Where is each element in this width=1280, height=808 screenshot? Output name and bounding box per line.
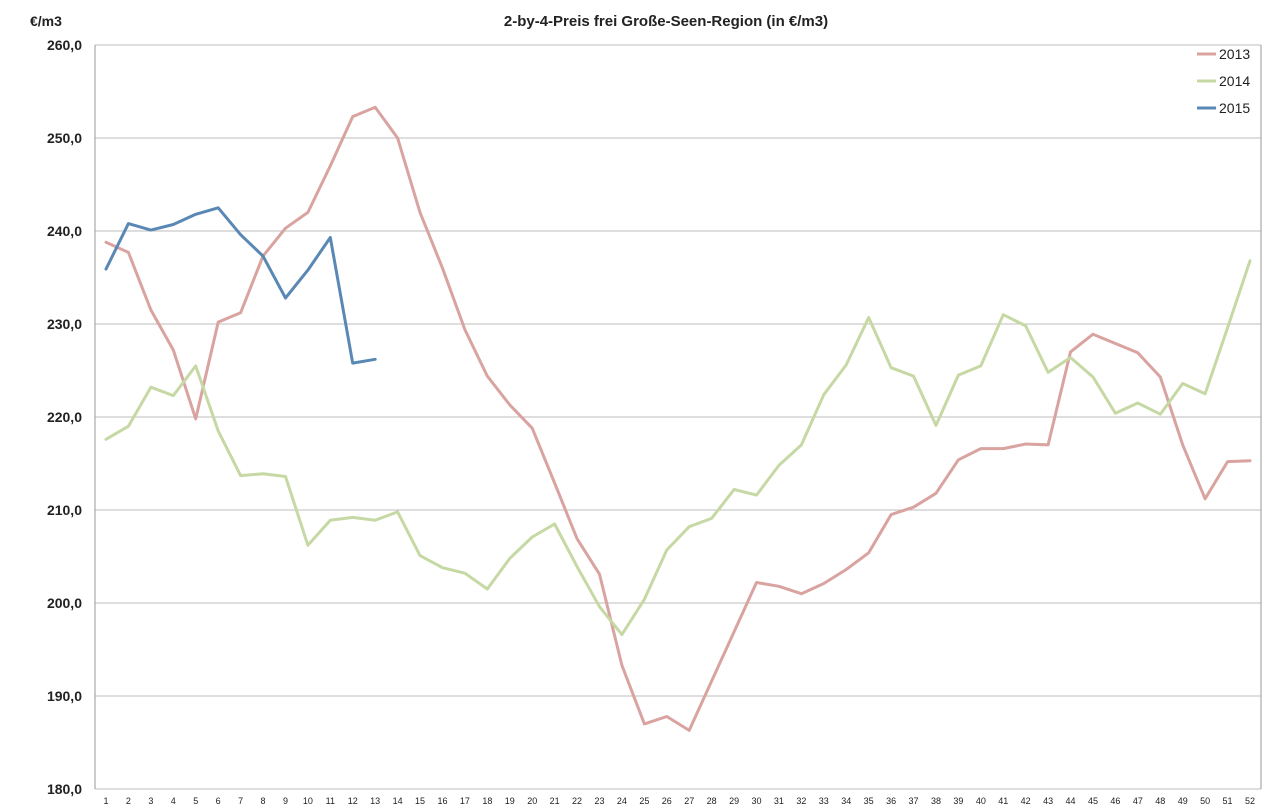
x-tick-label: 14 <box>393 796 403 806</box>
x-tick-label: 30 <box>752 796 762 806</box>
x-tick-label: 7 <box>238 796 243 806</box>
x-tick-label: 19 <box>505 796 515 806</box>
x-tick-label: 11 <box>326 796 335 806</box>
x-tick-label: 8 <box>261 796 266 806</box>
x-tick-label: 28 <box>707 796 717 806</box>
x-tick-label: 23 <box>594 796 604 806</box>
x-tick-label: 16 <box>437 796 447 806</box>
legend-label-2014: 2014 <box>1219 73 1250 89</box>
y-axis-ticks: 180,0 190,0 200,0 210,0 220,0 230,0 240,0 250,0… <box>47 37 82 797</box>
y-tick-label: 180,0 <box>47 781 82 797</box>
x-tick-label: 35 <box>864 796 874 806</box>
y-tick-label: 240,0 <box>47 223 82 239</box>
legend: 2013 2014 2015 <box>1197 46 1250 116</box>
x-tick-label: 46 <box>1110 796 1120 806</box>
x-tick-label: 39 <box>953 796 963 806</box>
x-tick-label: 29 <box>729 796 739 806</box>
x-tick-label: 25 <box>639 796 649 806</box>
x-tick-label: 18 <box>482 796 492 806</box>
y-tick-label: 190,0 <box>47 688 82 704</box>
y-tick-label: 260,0 <box>47 37 82 53</box>
x-tick-label: 51 <box>1223 796 1233 806</box>
x-tick-label: 43 <box>1043 796 1053 806</box>
x-tick-label: 10 <box>303 796 313 806</box>
x-tick-label: 4 <box>171 796 176 806</box>
x-tick-label: 13 <box>370 796 380 806</box>
gridlines <box>94 44 1262 790</box>
x-tick-label: 50 <box>1200 796 1210 806</box>
y-axis-unit-label: €/m3 <box>30 13 62 29</box>
series-line-2014 <box>104 259 1252 637</box>
legend-label-2013: 2013 <box>1219 46 1250 62</box>
x-tick-label: 38 <box>931 796 941 806</box>
x-tick-label: 49 <box>1178 796 1188 806</box>
x-tick-label: 3 <box>148 796 153 806</box>
x-tick-label: 42 <box>1021 796 1031 806</box>
x-tick-label: 40 <box>976 796 986 806</box>
x-tick-label: 21 <box>550 796 560 806</box>
series-lines <box>104 105 1252 732</box>
x-tick-label: 20 <box>527 796 537 806</box>
chart-title: 2-by-4-Preis frei Große-Seen-Region (in … <box>504 13 828 30</box>
x-tick-label: 12 <box>348 796 358 806</box>
y-tick-label: 250,0 <box>47 130 82 146</box>
x-tick-label: 32 <box>796 796 806 806</box>
x-tick-label: 33 <box>819 796 829 806</box>
x-tick-label: 34 <box>841 796 851 806</box>
x-tick-label: 26 <box>662 796 672 806</box>
x-tick-label: 22 <box>572 796 582 806</box>
x-tick-label: 47 <box>1133 796 1143 806</box>
y-tick-label: 220,0 <box>47 409 82 425</box>
x-tick-label: 52 <box>1245 796 1255 806</box>
y-tick-label: 200,0 <box>47 595 82 611</box>
x-axis-ticks: 1 2 3 4 5 6 7 8 9 10 11 12 13 14 15 16 17 18 19 20 21 22 23 24 2… <box>103 796 1255 806</box>
x-tick-label: 15 <box>415 796 425 806</box>
x-tick-label: 2 <box>126 796 131 806</box>
x-tick-label: 45 <box>1088 796 1098 806</box>
series-line-2015 <box>104 206 377 365</box>
y-tick-label: 210,0 <box>47 502 82 518</box>
x-tick-label: 37 <box>909 796 919 806</box>
x-tick-label: 9 <box>283 796 288 806</box>
x-tick-label: 5 <box>193 796 198 806</box>
x-tick-label: 31 <box>774 796 784 806</box>
x-tick-label: 24 <box>617 796 627 806</box>
x-tick-label: 36 <box>886 796 896 806</box>
y-tick-label: 230,0 <box>47 316 82 332</box>
x-tick-label: 6 <box>216 796 221 806</box>
x-tick-label: 41 <box>998 796 1008 806</box>
x-tick-label: 27 <box>684 796 694 806</box>
legend-label-2015: 2015 <box>1219 100 1250 116</box>
x-tick-label: 1 <box>103 796 108 806</box>
series-line-2013 <box>104 105 1252 732</box>
x-tick-label: 44 <box>1066 796 1076 806</box>
x-tick-label: 17 <box>460 796 470 806</box>
x-tick-label: 48 <box>1155 796 1165 806</box>
